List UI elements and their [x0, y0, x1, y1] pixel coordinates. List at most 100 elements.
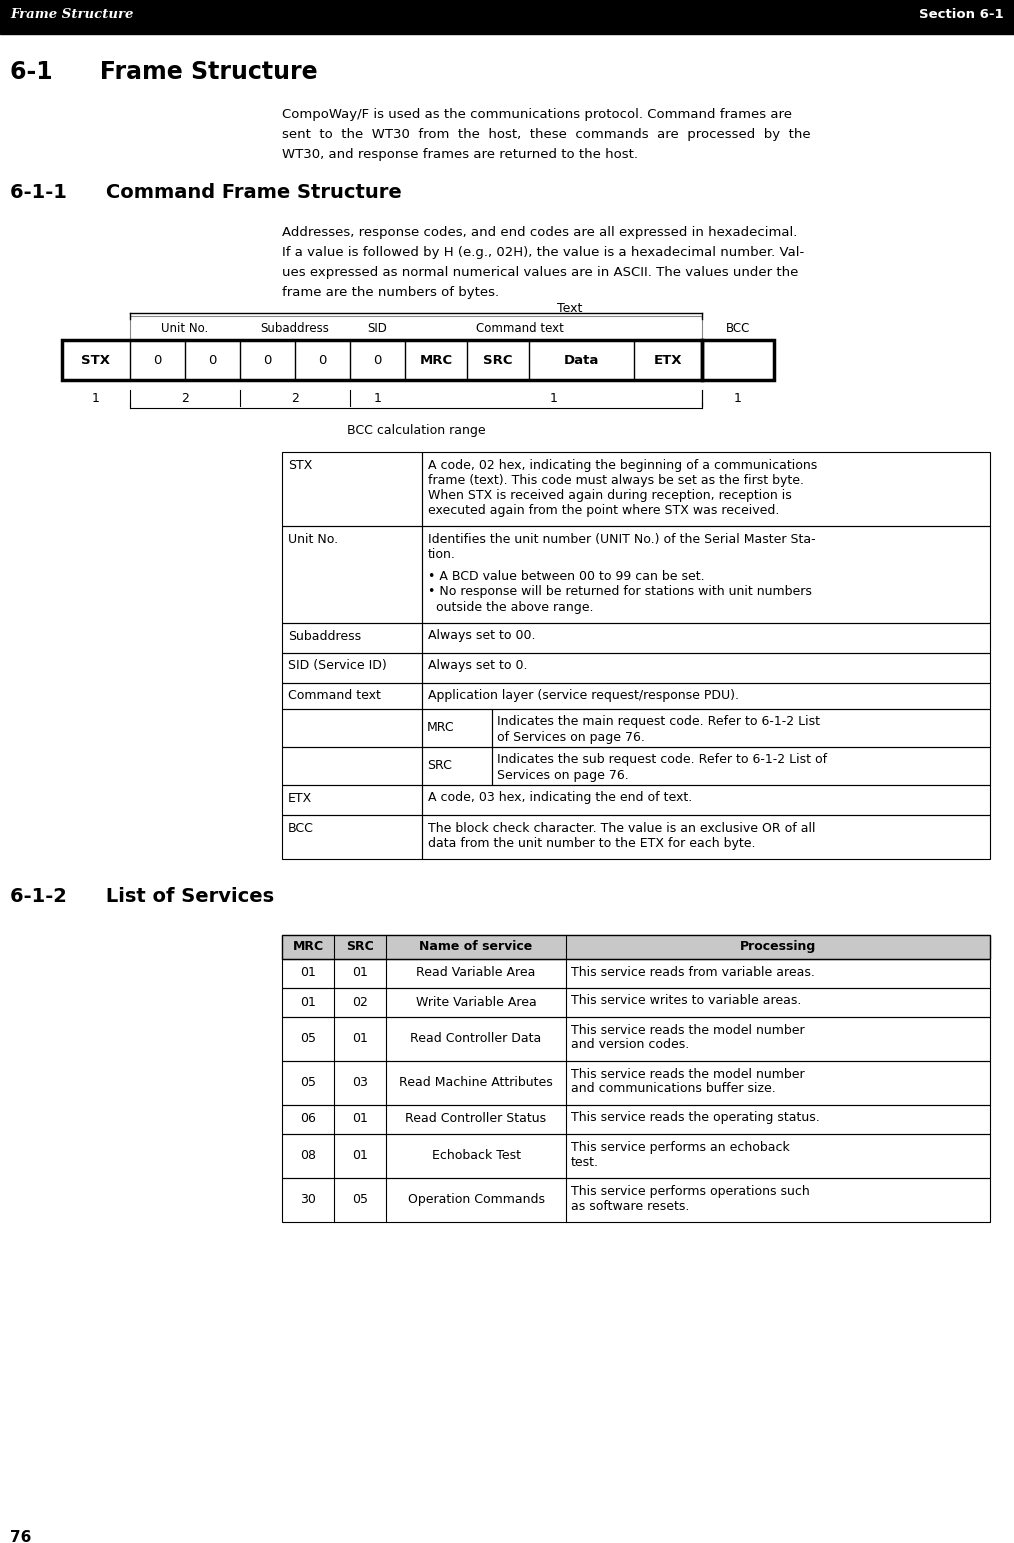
Text: 0: 0	[153, 353, 161, 367]
Text: MRC: MRC	[292, 940, 323, 954]
Text: 6-1-2  List of Services: 6-1-2 List of Services	[10, 887, 274, 906]
Text: 0: 0	[373, 353, 381, 367]
Bar	[282, 815, 422, 858]
Text: CompoWay/F is used as the communications protocol. Command frames are: CompoWay/F is used as the communications…	[282, 108, 792, 120]
Text: When STX is received again during reception, reception is: When STX is received again during recept…	[428, 489, 792, 501]
Text: Command text: Command text	[288, 690, 381, 702]
Bar	[422, 526, 990, 622]
Text: Write Variable Area: Write Variable Area	[416, 995, 536, 1009]
Text: ues expressed as normal numerical values are in ASCII. The values under the: ues expressed as normal numerical values…	[282, 265, 798, 279]
Text: 2: 2	[182, 392, 189, 404]
Text: 05: 05	[352, 1193, 368, 1207]
Bar	[282, 526, 422, 622]
Bar	[422, 653, 990, 682]
Text: Command text: Command text	[476, 321, 564, 335]
Text: sent  to  the  WT30  from  the  host,  these  commands  are  processed  by  the: sent to the WT30 from the host, these co…	[282, 128, 810, 140]
Text: SRC: SRC	[346, 940, 374, 954]
Text: Unit No.: Unit No.	[288, 532, 338, 546]
Bar	[62, 339, 702, 380]
Text: BCC calculation range: BCC calculation range	[347, 424, 486, 437]
Text: A code, 02 hex, indicating the beginning of a communications: A code, 02 hex, indicating the beginning…	[428, 458, 817, 472]
Text: This service reads the model number: This service reads the model number	[571, 1023, 805, 1037]
Text: 08: 08	[300, 1150, 316, 1162]
Text: Operation Commands: Operation Commands	[408, 1193, 545, 1207]
Text: of Services on page 76.: of Services on page 76.	[497, 730, 645, 744]
Text: Services on page 76.: Services on page 76.	[497, 768, 629, 781]
Bar	[0, 29, 1014, 34]
Text: This service writes to variable areas.: This service writes to variable areas.	[571, 995, 801, 1008]
Text: Subaddress: Subaddress	[261, 321, 330, 335]
Text: 05: 05	[300, 1032, 316, 1045]
Text: Always set to 0.: Always set to 0.	[428, 659, 527, 673]
Text: Echoback Test: Echoback Test	[432, 1150, 520, 1162]
Bar	[282, 653, 422, 682]
Text: A code, 03 hex, indicating the end of text.: A code, 03 hex, indicating the end of te…	[428, 792, 693, 804]
Text: Read Controller Status: Read Controller Status	[406, 1113, 547, 1125]
Text: The block check character. The value is an exclusive OR of all: The block check character. The value is …	[428, 821, 815, 835]
Bar	[282, 1134, 990, 1177]
Text: Name of service: Name of service	[420, 940, 532, 954]
Bar	[422, 815, 990, 858]
Bar	[0, 0, 1014, 29]
Text: Section 6-1: Section 6-1	[920, 9, 1004, 22]
Text: • A BCD value between 00 to 99 can be set.: • A BCD value between 00 to 99 can be se…	[428, 571, 705, 583]
Text: This service reads from variable areas.: This service reads from variable areas.	[571, 966, 815, 978]
Bar	[422, 452, 990, 526]
Text: BCC: BCC	[288, 821, 314, 835]
Text: This service reads the operating status.: This service reads the operating status.	[571, 1111, 819, 1125]
Text: 01: 01	[352, 1150, 368, 1162]
Text: If a value is followed by H (e.g., 02H), the value is a hexadecimal number. Val-: If a value is followed by H (e.g., 02H),…	[282, 245, 804, 259]
Bar	[282, 708, 422, 747]
Text: Frame Structure: Frame Structure	[10, 9, 134, 22]
Text: MRC: MRC	[420, 353, 452, 367]
Text: Read Controller Data: Read Controller Data	[411, 1032, 541, 1045]
Text: SID: SID	[367, 321, 387, 335]
Text: WT30, and response frames are returned to the host.: WT30, and response frames are returned t…	[282, 148, 638, 160]
Bar	[282, 1017, 990, 1060]
Bar	[702, 339, 774, 380]
Bar	[282, 682, 422, 708]
Text: ETX: ETX	[288, 792, 312, 804]
Text: 02: 02	[352, 995, 368, 1009]
Bar	[422, 622, 990, 653]
Bar	[282, 1060, 990, 1105]
Text: ETX: ETX	[654, 353, 682, 367]
Text: executed again from the point where STX was received.: executed again from the point where STX …	[428, 505, 780, 517]
Text: 0: 0	[264, 353, 272, 367]
Text: 76: 76	[10, 1531, 31, 1543]
Text: Read Machine Attributes: Read Machine Attributes	[400, 1075, 553, 1089]
Text: Data: Data	[564, 353, 599, 367]
Bar	[422, 747, 492, 784]
Text: and version codes.: and version codes.	[571, 1038, 690, 1051]
Bar	[130, 316, 702, 339]
Bar	[282, 622, 422, 653]
Text: Processing: Processing	[740, 940, 816, 954]
Text: 03: 03	[352, 1075, 368, 1089]
Bar	[282, 988, 990, 1017]
Bar	[282, 958, 990, 988]
Text: SID (Service ID): SID (Service ID)	[288, 659, 386, 673]
Bar	[422, 708, 492, 747]
Bar	[282, 1105, 990, 1134]
Bar	[282, 784, 422, 815]
Text: MRC: MRC	[427, 721, 454, 734]
Text: This service performs operations such: This service performs operations such	[571, 1185, 810, 1197]
Text: SRC: SRC	[427, 759, 452, 772]
Text: Application layer (service request/response PDU).: Application layer (service request/respo…	[428, 690, 739, 702]
Text: tion.: tion.	[428, 548, 456, 562]
Text: This service performs an echoback: This service performs an echoback	[571, 1140, 790, 1154]
Text: 01: 01	[300, 995, 316, 1009]
Text: 6-1  Frame Structure: 6-1 Frame Structure	[10, 60, 317, 83]
Text: test.: test.	[571, 1156, 599, 1168]
Text: This service reads the model number: This service reads the model number	[571, 1068, 805, 1080]
Text: Unit No.: Unit No.	[161, 321, 209, 335]
Bar	[492, 708, 990, 747]
Bar	[282, 935, 990, 958]
Text: Read Variable Area: Read Variable Area	[417, 966, 535, 980]
Text: Identifies the unit number (UNIT No.) of the Serial Master Sta-: Identifies the unit number (UNIT No.) of…	[428, 532, 815, 546]
Bar	[282, 935, 990, 958]
Text: Subaddress: Subaddress	[288, 630, 361, 642]
Bar	[422, 784, 990, 815]
Text: frame are the numbers of bytes.: frame are the numbers of bytes.	[282, 285, 499, 299]
Text: as software resets.: as software resets.	[571, 1199, 690, 1213]
